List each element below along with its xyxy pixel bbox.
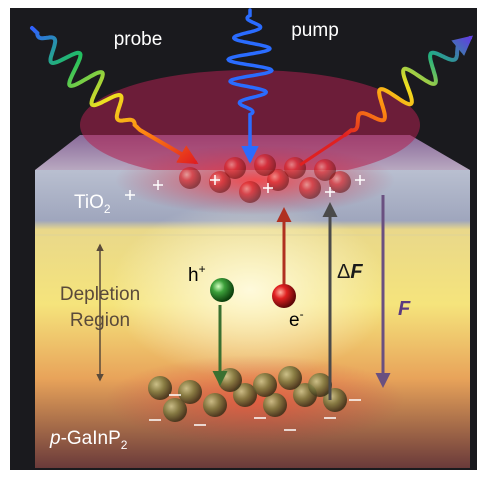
depletion-glow	[110, 200, 390, 380]
f-label: F	[398, 298, 411, 320]
surface-charge	[284, 157, 306, 179]
surface-charge	[179, 167, 201, 189]
hole-sup: +	[199, 262, 206, 276]
hole-base: h	[188, 265, 199, 286]
hole	[210, 278, 234, 302]
bulk-charge	[278, 366, 302, 390]
substrate-base: -GaInP	[61, 428, 121, 449]
tio2-sub: 2	[104, 202, 111, 216]
surface-charge	[239, 181, 261, 203]
surface-charge	[254, 154, 276, 176]
pump-label: pump	[291, 20, 339, 41]
tio2-base: TiO	[74, 192, 104, 213]
delta-f-delta: Δ	[337, 261, 350, 283]
surface-charge-glow	[115, 145, 395, 215]
bulk-charge	[218, 368, 242, 392]
substrate-italic: p	[49, 428, 61, 449]
bulk-charge	[253, 373, 277, 397]
bulk-charge	[308, 373, 332, 397]
electron-base: e	[289, 310, 300, 331]
surface-charge	[299, 177, 321, 199]
substrate-label: p-GaInP2	[49, 428, 128, 452]
bulk-charge	[163, 398, 187, 422]
figure: probe pump TiO2 Depletion Region h+ e- Δ…	[0, 0, 487, 480]
electron	[272, 284, 296, 308]
depletion-label-1: Depletion	[60, 284, 140, 305]
delta-f-f: F	[350, 261, 363, 283]
delta-f-label: ΔF	[337, 261, 363, 283]
depletion-label-2: Region	[70, 310, 130, 331]
electron-sup: -	[300, 307, 304, 321]
bulk-charge	[203, 393, 227, 417]
bulk-charge	[148, 376, 172, 400]
surface-charge	[224, 157, 246, 179]
substrate-sub: 2	[121, 438, 128, 452]
probe-label: probe	[114, 29, 163, 50]
surface-charge	[314, 159, 336, 181]
